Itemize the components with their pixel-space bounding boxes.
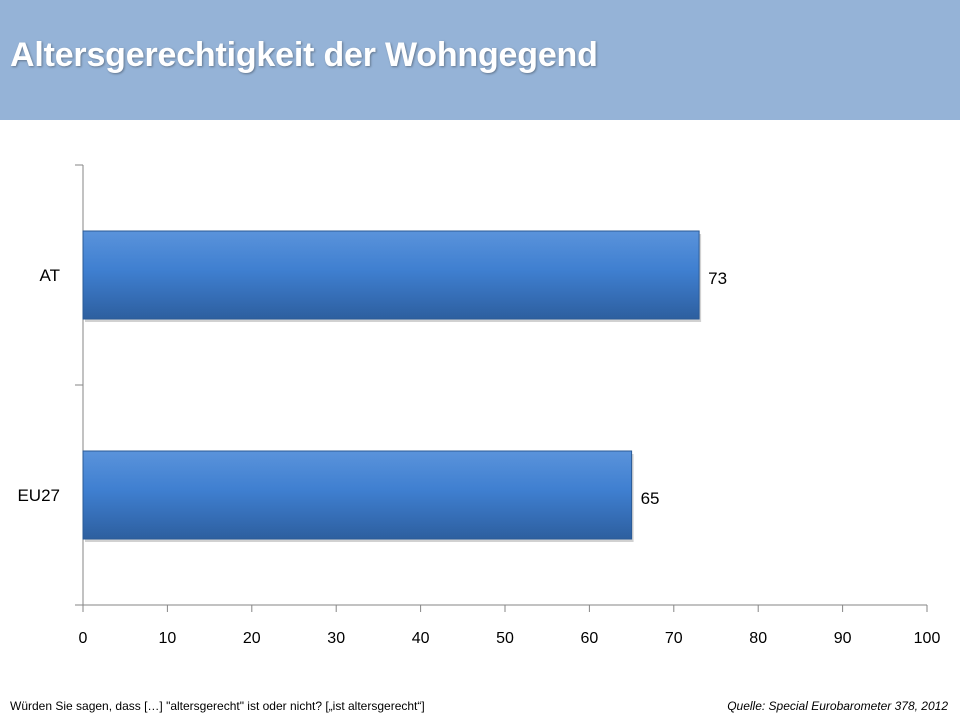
x-tick-label: 30	[327, 630, 345, 647]
x-tick-label: 40	[412, 630, 430, 647]
data-label: 65	[641, 489, 660, 508]
page-title: Altersgerechtigkeit der Wohngegend	[10, 36, 598, 74]
bar-eu27	[82, 450, 633, 540]
chart-labels: 0 10 20 30 40 50 60 70 80 90 100 AT 73 EU27 65	[17, 266, 940, 647]
header-banner: Altersgerechtigkeit der Wohngegend	[0, 0, 960, 120]
x-tick-label: 10	[159, 630, 177, 647]
x-tick-label: 50	[496, 630, 514, 647]
data-label: 73	[708, 269, 727, 288]
x-tick-label: 80	[749, 630, 767, 647]
x-tick-label: 70	[665, 630, 683, 647]
source-note: Quelle: Special Eurobarometer 378, 2012	[727, 699, 948, 713]
x-tick-label: 0	[79, 630, 88, 647]
x-tick-label: 60	[581, 630, 599, 647]
chart-bars	[82, 230, 702, 542]
x-tick-label: 90	[834, 630, 852, 647]
bar-at	[82, 230, 700, 320]
survey-question: Würden Sie sagen, dass […] "altersgerech…	[10, 699, 425, 713]
category-label: AT	[40, 266, 60, 285]
x-tick-label: 20	[243, 630, 261, 647]
x-tick-label: 100	[914, 630, 941, 647]
category-label: EU27	[17, 486, 60, 505]
